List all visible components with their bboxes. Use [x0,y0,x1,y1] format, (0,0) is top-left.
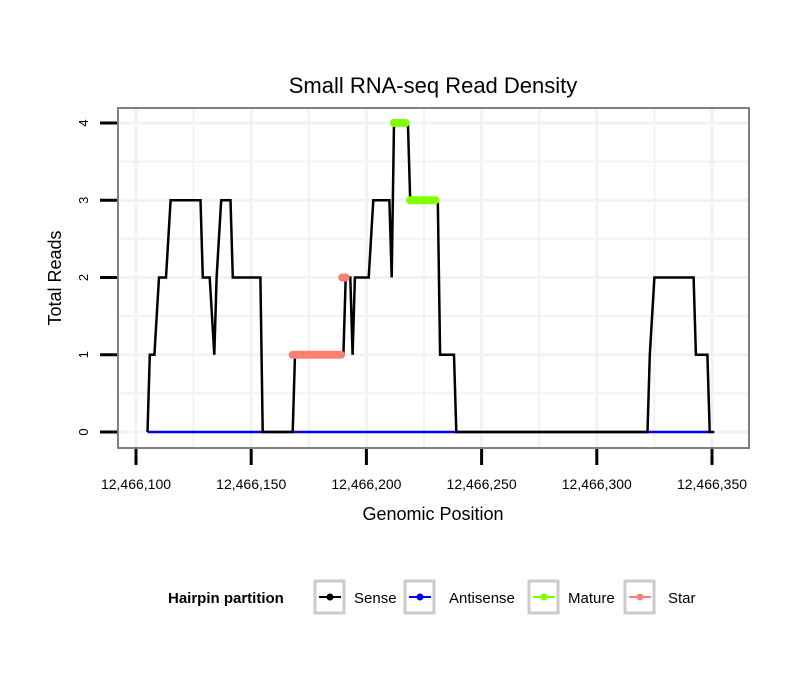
x-axis-label: Genomic Position [362,504,503,524]
x-axis: 12,466,100 12,466,150 12,466,200 12,466,250… [101,449,747,492]
legend-item-antisense: Antisense [403,579,515,615]
x-tick-label: 12,466,350 [677,476,747,492]
y-tick-label: 1 [76,351,91,358]
x-tick-label: 12,466,200 [331,476,401,492]
x-tick-label: 12,466,150 [216,476,286,492]
legend-point [416,593,424,601]
legend-title: Hairpin partition [168,590,284,607]
y-tick-label: 3 [76,197,91,204]
legend-point [540,593,548,601]
y-tick-label: 2 [76,274,91,281]
legend-label: Mature [568,590,615,607]
series-line-sense [146,121,715,434]
legend-label: Antisense [449,590,515,607]
y-axis: 0 1 2 3 4 [76,119,117,436]
chart-title: Small RNA-seq Read Density [289,73,578,98]
legend-item-star: Star [623,579,696,615]
legend-item-mature: Mature [527,579,615,615]
x-tick-label: 12,466,100 [101,476,171,492]
series-layer [146,119,715,434]
legend: Hairpin partition Sense Antisense Mature St… [168,579,696,615]
legend-point [326,593,334,601]
y-tick-label: 0 [76,428,91,435]
legend-point [636,593,644,601]
legend-label: Sense [354,590,397,607]
legend-label: Star [668,590,696,607]
x-tick-label: 12,466,300 [562,476,632,492]
y-tick-label: 4 [76,119,91,126]
legend-item-sense: Sense [313,579,397,615]
y-axis-label: Total Reads [45,230,65,325]
x-tick-label: 12,466,250 [447,476,517,492]
